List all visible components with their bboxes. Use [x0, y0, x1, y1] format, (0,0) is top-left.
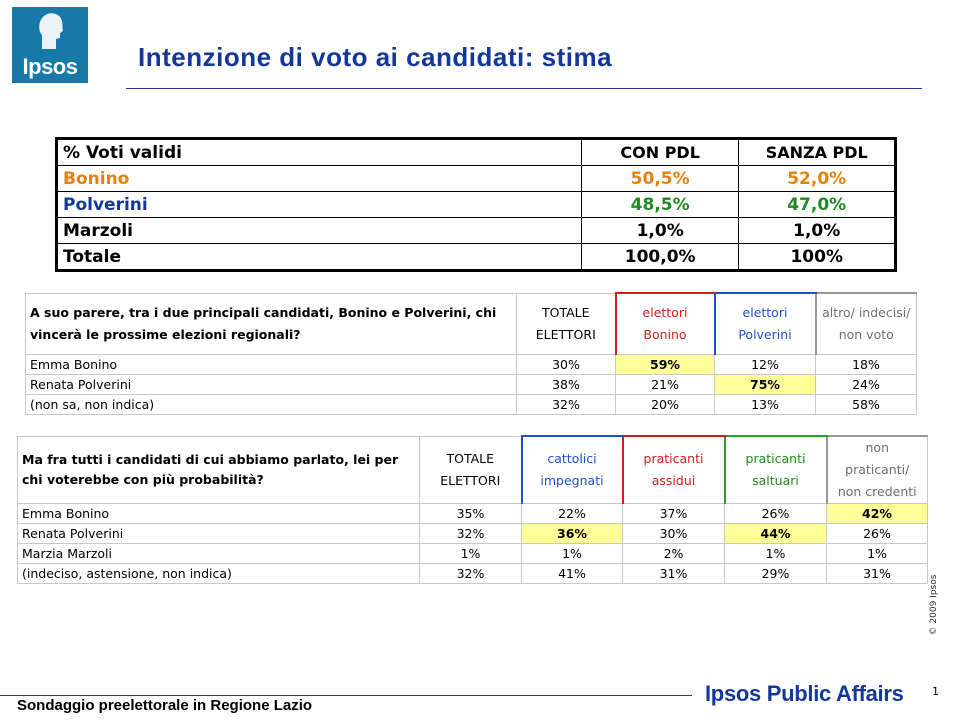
value-cell: 21% — [615, 374, 715, 395]
value-cell: 1,0% — [580, 217, 740, 244]
table-header-row: Ma fra tutti i candidati di cui abbiamo … — [17, 435, 928, 504]
table-row: Totale 100,0% 100% — [56, 243, 896, 271]
header-cell: elettori Bonino — [614, 292, 715, 355]
value-cell: 1% — [724, 543, 827, 564]
row-label: (indeciso, astensione, non indica) — [17, 563, 420, 584]
value-cell-highlighted: 75% — [714, 374, 816, 395]
row-label: Renata Polverini — [17, 523, 420, 544]
value-cell: 12% — [714, 354, 816, 375]
value-cell: 13% — [714, 394, 816, 415]
ipsos-head-icon — [39, 13, 63, 49]
candidate-name: Polverini — [56, 191, 582, 218]
header-cell: CON PDL — [580, 138, 740, 166]
value-cell: 30% — [516, 354, 616, 375]
table-row: Polverini 48,5% 47,0% — [56, 191, 896, 218]
copyright-notice: © 2009 Ipsos — [927, 570, 941, 640]
value-cell: 100% — [738, 243, 896, 271]
value-cell: 22% — [521, 503, 623, 524]
row-label: (non sa, non indica) — [25, 394, 517, 415]
logo-text: Ipsos — [22, 54, 78, 79]
copyright-text: © 2009 Ipsos — [929, 574, 939, 636]
row-label: Emma Bonino — [25, 354, 517, 375]
title-divider — [126, 88, 922, 89]
value-cell: 26% — [826, 523, 928, 544]
value-cell: 35% — [419, 503, 522, 524]
value-cell: 26% — [724, 503, 827, 524]
table-header-row: % Voti validi CON PDL SANZA PDL — [56, 138, 896, 166]
table-row: Emma Bonino 30% 59% 12% 18% — [25, 354, 917, 375]
value-cell: 100,0% — [580, 243, 740, 271]
table-row: Renata Polverini 32% 36% 30% 44% 26% — [17, 523, 928, 544]
value-cell: 52,0% — [738, 165, 896, 192]
value-cell: 29% — [724, 563, 827, 584]
table-row: Bonino 50,5% 52,0% — [56, 165, 896, 192]
table-row: Marzoli 1,0% 1,0% — [56, 217, 896, 244]
header-cell: praticanti assidui — [621, 435, 725, 504]
value-cell: 31% — [826, 563, 928, 584]
header-cell: SANZA PDL — [738, 138, 896, 166]
value-cell: 41% — [521, 563, 623, 584]
value-cell: 48,5% — [580, 191, 740, 218]
header-cell: altro/ indecisi/ non voto — [814, 292, 917, 355]
table-row: Renata Polverini 38% 21% 75% 24% — [25, 374, 917, 395]
row-label: Emma Bonino — [17, 503, 420, 524]
value-cell: 38% — [516, 374, 616, 395]
winner-prediction-table: A suo parere, tra i due principali candi… — [25, 292, 917, 415]
value-cell: 31% — [622, 563, 725, 584]
question-cell: A suo parere, tra i due principali candi… — [25, 292, 517, 355]
page-title: Intenzione di voto ai candidati: stima — [138, 42, 613, 72]
row-label: Renata Polverini — [25, 374, 517, 395]
value-cell: 24% — [815, 374, 917, 395]
value-cell: 32% — [516, 394, 616, 415]
value-cell: 1% — [419, 543, 522, 564]
question-cell: Ma fra tutti i candidati di cui abbiamo … — [17, 435, 420, 504]
value-cell: 58% — [815, 394, 917, 415]
header-cell: % Voti validi — [56, 138, 582, 166]
brand-name: Ipsos Public Affairs — [705, 681, 904, 706]
total-label: Totale — [56, 243, 582, 271]
value-cell: 32% — [419, 523, 522, 544]
header-cell: elettori Polverini — [713, 292, 816, 355]
value-cell: 37% — [622, 503, 725, 524]
header-cell: cattolici impegnati — [520, 435, 623, 504]
value-cell: 1% — [521, 543, 623, 564]
religious-voting-table: Ma fra tutti i candidati di cui abbiamo … — [17, 435, 928, 584]
value-cell: 18% — [815, 354, 917, 375]
value-cell: 1,0% — [738, 217, 896, 244]
table-header-row: A suo parere, tra i due principali candi… — [25, 292, 917, 355]
table-row: Emma Bonino 35% 22% 37% 26% 42% — [17, 503, 928, 524]
value-cell-highlighted: 36% — [521, 523, 623, 544]
header-cell: non praticanti/ non credenti — [825, 435, 928, 504]
value-cell: 32% — [419, 563, 522, 584]
value-cell-highlighted: 42% — [826, 503, 928, 524]
header-cell: praticanti saltuari — [723, 435, 827, 504]
page-number: 1 — [932, 685, 939, 698]
value-cell: 30% — [622, 523, 725, 544]
value-cell: 2% — [622, 543, 725, 564]
ipsos-logo: Ipsos — [12, 7, 88, 83]
footer-divider — [0, 695, 692, 696]
header-cell: TOTALE ELETTORI — [419, 435, 522, 504]
value-cell-highlighted: 44% — [724, 523, 827, 544]
header-cell: TOTALE ELETTORI — [516, 292, 616, 355]
value-cell: 47,0% — [738, 191, 896, 218]
value-cell: 1% — [826, 543, 928, 564]
table-row: Marzia Marzoli 1% 1% 2% 1% 1% — [17, 543, 928, 564]
survey-title: Sondaggio preelettorale in Regione Lazio — [17, 697, 313, 714]
row-label: Marzia Marzoli — [17, 543, 420, 564]
table-row: (non sa, non indica) 32% 20% 13% 58% — [25, 394, 917, 415]
value-cell: 20% — [615, 394, 715, 415]
table-row: (indeciso, astensione, non indica) 32% 4… — [17, 563, 928, 584]
value-cell-highlighted: 59% — [615, 354, 715, 375]
value-cell: 50,5% — [580, 165, 740, 192]
candidate-name: Bonino — [56, 165, 582, 192]
candidate-name: Marzoli — [56, 217, 582, 244]
vote-estimate-table: % Voti validi CON PDL SANZA PDL Bonino 5… — [55, 137, 897, 272]
